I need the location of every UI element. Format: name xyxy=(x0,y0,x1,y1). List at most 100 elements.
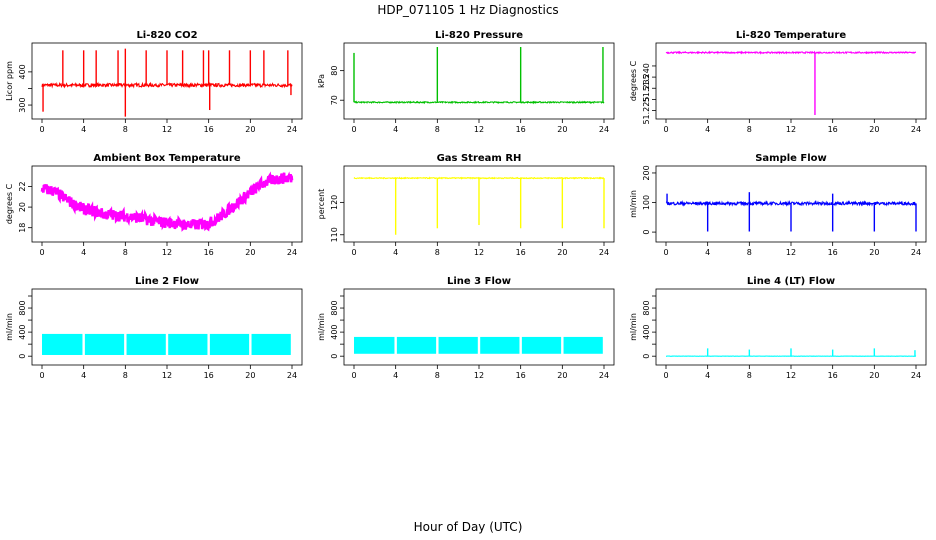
x-tick-label: 24 xyxy=(599,248,609,257)
y-tick-label: 80 xyxy=(330,66,339,76)
x-tick-label: 4 xyxy=(705,248,710,257)
x-tick-label: 20 xyxy=(869,248,879,257)
panel-3: Li-820 Temperature 0 4 8 12 16 20 24 51.22551.23… xyxy=(629,30,927,134)
x-tick-label: 20 xyxy=(557,125,567,134)
x-tick-label: 0 xyxy=(39,248,44,257)
series-line xyxy=(665,50,916,55)
panel-title: Li-820 Temperature xyxy=(736,30,846,41)
x-tick-label: 4 xyxy=(705,125,710,134)
panel-title: Ambient Box Temperature xyxy=(93,153,240,164)
y-axis-label: Licor ppm xyxy=(5,61,14,101)
panel-7: Line 2 Flow 0 4 8 12 16 20 24 0 400 800 ml/min xyxy=(5,276,303,380)
x-tick-label: 8 xyxy=(747,248,752,257)
x-tick-label: 8 xyxy=(435,248,440,257)
x-tick-label: 12 xyxy=(162,371,172,380)
x-tick-label: 24 xyxy=(599,371,609,380)
flow-band-segment xyxy=(396,336,437,354)
x-tick-label: 16 xyxy=(516,371,526,380)
y-tick-label: 400 xyxy=(18,324,27,339)
panel-9: Line 4 (LT) Flow 0 4 8 12 16 20 24 0 400 800 ml/min xyxy=(629,276,927,380)
figure-title: HDP_071105 1 Hz Diagnostics xyxy=(377,3,558,17)
y-tick-label: 51.225 xyxy=(642,97,651,125)
panel-4: Ambient Box Temperature 0 4 8 12 16 20 24 18 20 22… xyxy=(5,153,303,257)
y-tick-label: 51.240 xyxy=(642,63,651,91)
x-tick-label: 16 xyxy=(828,125,838,134)
y-tick-label: 300 xyxy=(18,97,27,112)
y-tick-label: 18 xyxy=(18,223,27,233)
y-axis-label: ml/min xyxy=(5,313,14,341)
y-tick-label: 800 xyxy=(18,300,27,315)
y-tick-label: 400 xyxy=(330,324,339,339)
x-tick-label: 0 xyxy=(351,125,356,134)
x-tick-label: 20 xyxy=(557,371,567,380)
panel-title: Line 4 (LT) Flow xyxy=(747,276,835,287)
x-tick-label: 12 xyxy=(786,248,796,257)
x-tick-label: 8 xyxy=(747,371,752,380)
x-tick-label: 24 xyxy=(911,371,921,380)
x-tick-label: 0 xyxy=(663,125,668,134)
x-tick-label: 4 xyxy=(705,371,710,380)
x-tick-label: 12 xyxy=(474,248,484,257)
x-tick-label: 12 xyxy=(162,125,172,134)
y-axis-label: degrees C xyxy=(629,60,638,101)
y-axis-label: ml/min xyxy=(629,313,638,341)
x-tick-label: 12 xyxy=(162,248,172,257)
x-tick-label: 12 xyxy=(474,125,484,134)
x-tick-label: 8 xyxy=(123,125,128,134)
x-tick-label: 0 xyxy=(351,371,356,380)
y-tick-label: 22 xyxy=(18,181,27,191)
panel-title: Li-820 CO2 xyxy=(136,30,197,41)
panel-8: Line 3 Flow 0 4 8 12 16 20 24 0 400 800 ml/min xyxy=(317,276,615,380)
y-axis-label: ml/min xyxy=(317,313,326,341)
x-tick-label: 16 xyxy=(828,248,838,257)
x-tick-label: 8 xyxy=(747,125,752,134)
flow-band-segment xyxy=(251,333,291,355)
panel-title: Gas Stream RH xyxy=(437,153,522,164)
y-tick-label: 800 xyxy=(642,300,651,315)
y-tick-label: 0 xyxy=(330,354,339,359)
y-tick-label: 400 xyxy=(642,324,651,339)
x-tick-label: 16 xyxy=(828,371,838,380)
panel-frame xyxy=(343,42,615,120)
x-tick-label: 12 xyxy=(786,125,796,134)
x-tick-label: 0 xyxy=(39,371,44,380)
x-tick-label: 8 xyxy=(123,371,128,380)
x-tick-label: 12 xyxy=(474,371,484,380)
y-tick-label: 120 xyxy=(330,195,339,210)
y-tick-label: 51.235 xyxy=(642,74,651,102)
y-tick-label: 800 xyxy=(330,300,339,315)
x-tick-label: 8 xyxy=(123,248,128,257)
y-tick-label: 0 xyxy=(18,354,27,359)
flow-band-segment xyxy=(42,333,83,355)
x-tick-label: 4 xyxy=(81,248,86,257)
x-tick-label: 0 xyxy=(351,248,356,257)
panel-frame xyxy=(655,42,927,120)
y-tick-label: 400 xyxy=(18,64,27,79)
flow-band-segment xyxy=(126,333,166,355)
y-tick-label: 0 xyxy=(642,354,651,359)
x-tick-label: 20 xyxy=(869,371,879,380)
x-tick-label: 0 xyxy=(663,248,668,257)
y-axis-label: kPa xyxy=(317,74,326,88)
panel-2: Li-820 Pressure 0 4 8 12 16 20 24 70 80 kPa xyxy=(317,30,615,134)
panel-title: Line 2 Flow xyxy=(135,276,199,287)
x-tick-label: 4 xyxy=(81,125,86,134)
x-tick-label: 24 xyxy=(287,125,297,134)
y-axis-label: percent xyxy=(317,189,326,220)
figure-x-axis-label: Hour of Day (UTC) xyxy=(414,520,523,534)
x-tick-label: 16 xyxy=(204,371,214,380)
y-tick-label: 0 xyxy=(642,230,651,235)
x-tick-label: 24 xyxy=(287,248,297,257)
x-tick-label: 8 xyxy=(435,125,440,134)
x-tick-label: 4 xyxy=(393,125,398,134)
panel-title: Line 3 Flow xyxy=(447,276,511,287)
panel-5: Gas Stream RH 0 4 8 12 16 20 24 110 120 percent xyxy=(317,153,615,257)
x-tick-label: 24 xyxy=(911,248,921,257)
x-tick-label: 4 xyxy=(393,371,398,380)
x-tick-label: 20 xyxy=(869,125,879,134)
panel-6: Sample Flow 0 4 8 12 16 20 24 0 100 200 ml/min xyxy=(629,153,927,257)
x-tick-label: 4 xyxy=(81,371,86,380)
flow-band-segment xyxy=(168,333,208,355)
x-tick-label: 16 xyxy=(516,248,526,257)
